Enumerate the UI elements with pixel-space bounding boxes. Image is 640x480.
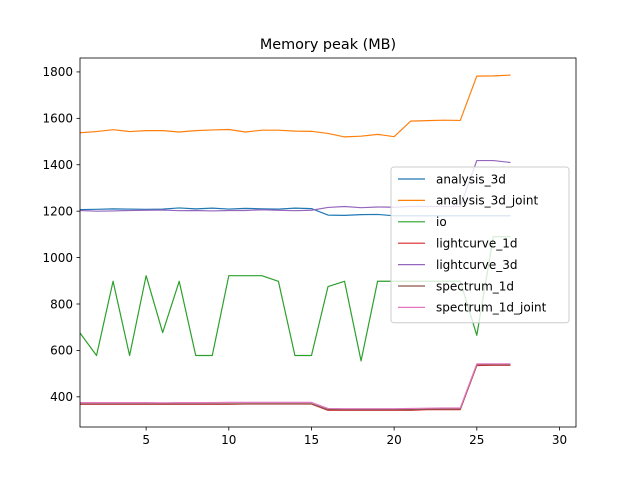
legend-label-analysis-3d-joint: analysis_3d_joint [436,194,538,208]
x-tick-label: 25 [469,433,484,447]
x-tick-label: 10 [221,433,236,447]
y-tick-label: 600 [50,344,73,358]
y-tick-label: 1600 [42,112,73,126]
legend-label-analysis-3d: analysis_3d [436,172,506,186]
y-tick-label: 1800 [42,65,73,79]
legend-frame [390,166,570,324]
series-line-spectrum-1d [80,364,511,411]
y-tick-label: 400 [50,390,73,404]
y-tick-label: 1000 [42,251,73,265]
series-line-spectrum-1d-joint [80,363,511,410]
y-tick-label: 1400 [42,158,73,172]
x-tick-label: 15 [304,433,319,447]
series-line-analysis-3d-joint [80,74,511,138]
legend-label-spectrum-1d: spectrum_1d [436,279,514,293]
x-tick-label: 30 [552,433,567,447]
x-tick-label: 5 [142,433,150,447]
legend-label-io: io [436,215,447,229]
x-tick-label: 20 [386,433,401,447]
chart-title: Memory peak (MB) [260,37,396,53]
y-tick-label: 800 [50,297,73,311]
plot-frame [79,57,577,428]
legend-label-lightcurve-3d: lightcurve_3d [436,258,517,272]
legend-label-lightcurve-1d: lightcurve_1d [436,237,517,251]
series-layer [80,74,511,411]
axes-layer: 5 10 15 20 25 30 400 600 800 1000 1200 1400 1600 1800 [42,57,577,447]
legend-label-spectrum-1d-joint: spectrum_1d_joint [436,301,547,315]
y-tick-label: 1200 [42,204,73,218]
